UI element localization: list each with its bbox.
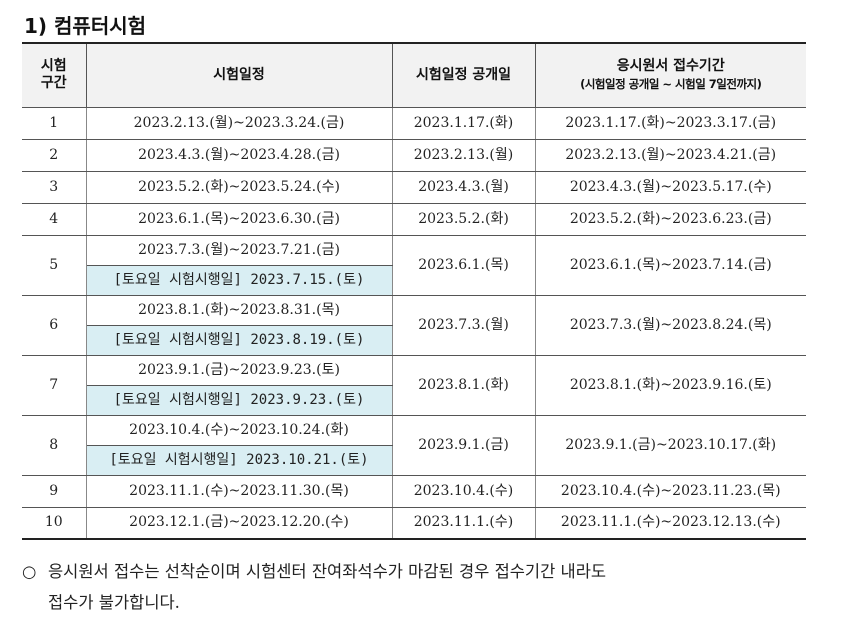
exam-schedule: 2023.2.13.(월)~2023.3.24.(금)	[85, 106, 393, 140]
table-row: 6 2023.8.1.(화)~2023.8.31.(목) 2023.7.3.(월) 2…	[22, 294, 806, 356]
exam-schedule: 2023.12.1.(금)~2023.12.20.(수)	[85, 506, 393, 540]
table-row: 9 2023.11.1.(수)~2023.11.30.(목) 2023.10.4.(…	[22, 474, 806, 508]
registration-period: 2023.10.4.(수)~2023.11.23.(목)	[534, 474, 806, 508]
exam-schedule: 2023.4.3.(월)~2023.4.28.(금)	[85, 138, 393, 172]
table-row: 5 2023.7.3.(월)~2023.7.21.(금) 2023.6.1.(목) 2…	[22, 234, 806, 296]
open-date: 2023.2.13.(월)	[391, 138, 536, 172]
table-row: 2 2023.4.3.(월)~2023.4.28.(금) 2023.2.13.(월)…	[22, 138, 806, 172]
exam-schedule: 2023.5.2.(화)~2023.5.24.(수)	[85, 170, 393, 204]
registration-period: 2023.2.13.(월)~2023.4.21.(금)	[534, 138, 806, 172]
open-date: 2023.11.1.(수)	[391, 506, 536, 540]
header-section: 시험 구간	[22, 42, 87, 108]
exam-schedule: 2023.8.1.(화)~2023.8.31.(목)	[85, 294, 393, 326]
registration-period: 2023.1.17.(화)~2023.3.17.(금)	[534, 106, 806, 140]
table-row: 8 2023.10.4.(수)~2023.10.24.(화) 2023.9.1.(금…	[22, 414, 806, 476]
table-header-row: 시험 구간 시험일정 시험일정 공개일 응시원서 접수기간 (시험일정 공개일 ~…	[22, 42, 806, 108]
open-date: 2023.1.17.(화)	[391, 106, 536, 140]
exam-schedule: 2023.11.1.(수)~2023.11.30.(목)	[85, 474, 393, 508]
exam-schedule: 2023.7.3.(월)~2023.7.21.(금)	[85, 234, 393, 266]
registration-period: 2023.5.2.(화)~2023.6.23.(금)	[534, 202, 806, 236]
registration-period: 2023.7.3.(월)~2023.8.24.(목)	[534, 294, 806, 356]
table-row-saturday: [토요일 시험시행일] 2023.7.15.(토)	[22, 264, 806, 296]
exam-schedule: 2023.9.1.(금)~2023.9.23.(토)	[85, 354, 393, 386]
header-open-date: 시험일정 공개일	[391, 42, 536, 108]
open-date: 2023.5.2.(화)	[391, 202, 536, 236]
exam-schedule-table: 시험 구간 시험일정 시험일정 공개일 응시원서 접수기간 (시험일정 공개일 ~…	[22, 42, 806, 540]
saturday-exam-date: [토요일 시험시행일] 2023.10.21.(토)	[86, 444, 392, 476]
header-registration: 응시원서 접수기간 (시험일정 공개일 ~ 시험일 7일전까지)	[534, 42, 806, 108]
open-date: 2023.8.1.(화)	[391, 354, 536, 416]
registration-period: 2023.8.1.(화)~2023.9.16.(토)	[534, 354, 806, 416]
notice: ○ 응시원서 접수는 선착순이며 시험센터 잔여좌석수가 마감된 경우 접수기간 …	[22, 556, 822, 618]
open-date: 2023.10.4.(수)	[391, 474, 536, 508]
section-number: 8	[22, 414, 87, 476]
registration-period: 2023.11.1.(수)~2023.12.13.(수)	[534, 506, 806, 540]
open-date: 2023.4.3.(월)	[391, 170, 536, 204]
table-row: 7 2023.9.1.(금)~2023.9.23.(토) 2023.8.1.(화) 2…	[22, 354, 806, 416]
section-number: 6	[22, 294, 87, 356]
table-row: 1 2023.2.13.(월)~2023.3.24.(금) 2023.1.17.(화…	[22, 106, 806, 140]
header-schedule: 시험일정	[85, 42, 393, 108]
section-number: 9	[22, 474, 87, 508]
open-date: 2023.9.1.(금)	[391, 414, 536, 476]
section-number: 7	[22, 354, 87, 416]
table-row-saturday: [토요일 시험시행일] 2023.9.23.(토)	[22, 384, 806, 416]
exam-schedule: 2023.6.1.(목)~2023.6.30.(금)	[85, 202, 393, 236]
bullet-circle-icon: ○	[22, 562, 37, 581]
saturday-exam-date: [토요일 시험시행일] 2023.8.19.(토)	[86, 324, 392, 356]
section-number: 10	[22, 506, 87, 540]
table-row: 10 2023.12.1.(금)~2023.12.20.(수) 2023.11.1.…	[22, 506, 806, 540]
notice-line-1: 응시원서 접수는 선착순이며 시험센터 잔여좌석수가 마감된 경우 접수기간 내…	[48, 562, 607, 581]
notice-line-2: 접수가 불가합니다.	[48, 593, 180, 612]
table-row-saturday: [토요일 시험시행일] 2023.10.21.(토)	[22, 444, 806, 476]
section-title: 1) 컴퓨터시험	[24, 14, 147, 38]
header-registration-sub: (시험일정 공개일 ~ 시험일 7일전까지)	[580, 77, 762, 92]
section-number: 5	[22, 234, 87, 296]
registration-period: 2023.9.1.(금)~2023.10.17.(화)	[534, 414, 806, 476]
section-number: 4	[22, 202, 87, 236]
header-registration-title: 응시원서 접수기간	[616, 58, 725, 75]
open-date: 2023.7.3.(월)	[391, 294, 536, 356]
header-section-line: 시험	[40, 58, 67, 75]
header-section-line: 구간	[40, 75, 67, 92]
section-number: 2	[22, 138, 87, 172]
section-number: 3	[22, 170, 87, 204]
table-row: 3 2023.5.2.(화)~2023.5.24.(수) 2023.4.3.(월) 2…	[22, 170, 806, 204]
table-row-saturday: [토요일 시험시행일] 2023.8.19.(토)	[22, 324, 806, 356]
open-date: 2023.6.1.(목)	[391, 234, 536, 296]
saturday-exam-date: [토요일 시험시행일] 2023.9.23.(토)	[86, 384, 392, 416]
registration-period: 2023.6.1.(목)~2023.7.14.(금)	[534, 234, 806, 296]
saturday-exam-date: [토요일 시험시행일] 2023.7.15.(토)	[86, 264, 392, 296]
section-number: 1	[22, 106, 87, 140]
registration-period: 2023.4.3.(월)~2023.5.17.(수)	[534, 170, 806, 204]
table-row: 4 2023.6.1.(목)~2023.6.30.(금) 2023.5.2.(화) 2…	[22, 202, 806, 236]
exam-schedule: 2023.10.4.(수)~2023.10.24.(화)	[85, 414, 393, 446]
